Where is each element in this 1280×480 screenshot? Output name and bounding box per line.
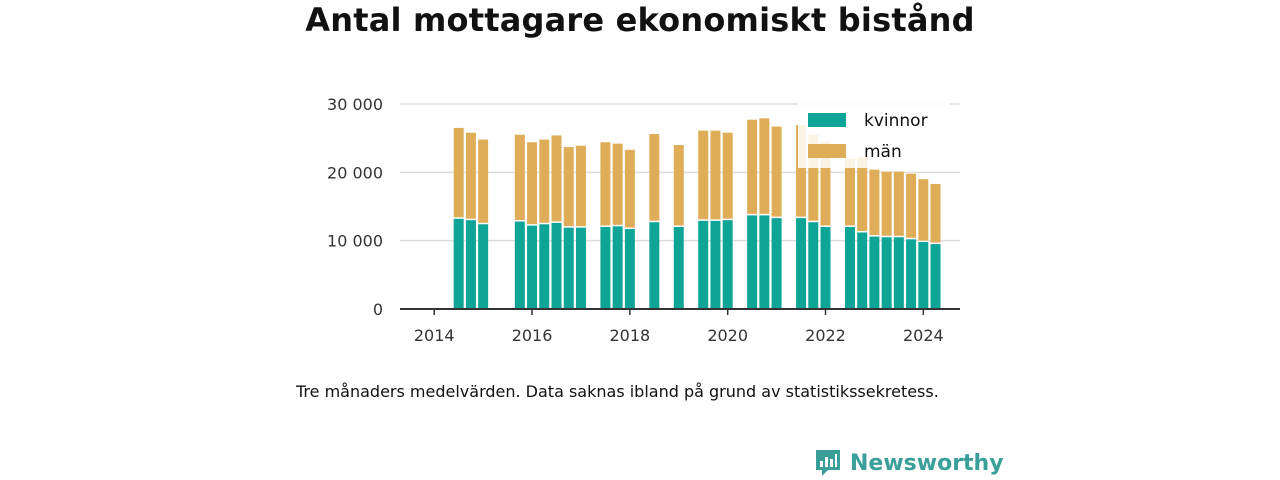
bar-kvinnor — [453, 218, 464, 309]
x-tick-label: 2018 — [610, 326, 651, 345]
bar-kvinnor — [563, 227, 574, 309]
bar-kvinnor — [857, 232, 868, 309]
x-tick-label: 2024 — [903, 326, 944, 345]
bar-kvinnor — [796, 218, 807, 309]
bar-man — [673, 145, 684, 226]
bar-man — [624, 149, 635, 228]
bar-man — [698, 130, 709, 220]
bar-man — [808, 134, 819, 221]
x-tick-label: 2022 — [805, 326, 846, 345]
axes: 0 10 000 20 000 30 000 2014 2016 2018 2020 2022 2… — [327, 95, 960, 345]
y-tick-label: 0 — [373, 300, 383, 319]
bar-kvinnor — [673, 227, 684, 309]
legend-swatch-man — [808, 144, 846, 158]
newsworthy-logo-icon — [816, 450, 840, 476]
x-tick-label: 2014 — [414, 326, 455, 345]
bar-kvinnor — [539, 224, 550, 309]
bar-kvinnor — [478, 224, 489, 309]
bar-kvinnor — [918, 242, 929, 309]
bar-kvinnor — [771, 218, 782, 309]
legend-swatch-kvinnor — [808, 113, 846, 127]
bar-kvinnor — [869, 236, 880, 309]
bar-man — [759, 118, 770, 214]
bar-kvinnor — [844, 227, 855, 309]
chart-title: Antal mottagare ekonomiskt bistånd — [305, 1, 975, 39]
bar-man — [906, 173, 917, 238]
bar-man — [551, 135, 562, 222]
bar-kvinnor — [527, 225, 538, 309]
bar-man — [844, 158, 855, 226]
bar-kvinnor — [930, 244, 941, 309]
brand-name: Newsworthy — [850, 450, 1004, 476]
x-tick-label: 2020 — [707, 326, 748, 345]
bar-kvinnor — [624, 229, 635, 309]
bar-man — [918, 179, 929, 241]
bar-kvinnor — [808, 222, 819, 309]
bar-man — [869, 169, 880, 236]
bar-kvinnor — [881, 237, 892, 309]
bar-kvinnor — [722, 220, 733, 309]
bar-kvinnor — [906, 239, 917, 309]
bars — [453, 118, 941, 309]
bar-kvinnor — [649, 222, 660, 309]
chart-caption: Tre månaders medelvärden. Data saknas ib… — [296, 382, 939, 401]
y-tick-label: 20 000 — [327, 163, 383, 182]
bar-man — [893, 171, 904, 236]
legend-label: män — [864, 142, 902, 162]
bar-man — [563, 147, 574, 227]
bar-man — [881, 171, 892, 236]
bar-kvinnor — [465, 220, 476, 309]
x-tick-label: 2016 — [512, 326, 553, 345]
bar-kvinnor — [820, 227, 831, 309]
bar-man — [612, 143, 623, 225]
bar-kvinnor — [514, 221, 525, 309]
bar-kvinnor — [575, 227, 586, 309]
bar-man — [514, 134, 525, 221]
bar-kvinnor — [698, 220, 709, 309]
bar-man — [771, 126, 782, 217]
bar-man — [710, 130, 721, 220]
bar-man — [747, 119, 758, 214]
bar-man — [527, 142, 538, 225]
bar-kvinnor — [600, 227, 611, 309]
bar-man — [600, 142, 611, 226]
bar-man — [465, 132, 476, 219]
bar-man — [820, 141, 831, 226]
bar-kvinnor — [747, 215, 758, 309]
bar-man — [575, 145, 586, 227]
legend: kvinnor män — [798, 100, 950, 168]
bar-man — [453, 127, 464, 218]
bar-man — [796, 125, 807, 217]
bar-man — [930, 183, 941, 243]
bar-kvinnor — [893, 237, 904, 309]
y-tick-label: 30 000 — [327, 95, 383, 114]
bar-man — [649, 134, 660, 221]
bar-kvinnor — [759, 215, 770, 309]
bar-kvinnor — [710, 220, 721, 309]
bar-man — [478, 139, 489, 223]
bar-man — [857, 157, 868, 231]
bar-man — [722, 132, 733, 219]
y-tick-label: 10 000 — [327, 232, 383, 251]
legend-label: kvinnor — [864, 111, 928, 131]
brand-logo[interactable]: Newsworthy — [814, 447, 1004, 479]
bar-kvinnor — [612, 226, 623, 309]
bar-man — [539, 139, 550, 223]
bar-kvinnor — [551, 222, 562, 309]
